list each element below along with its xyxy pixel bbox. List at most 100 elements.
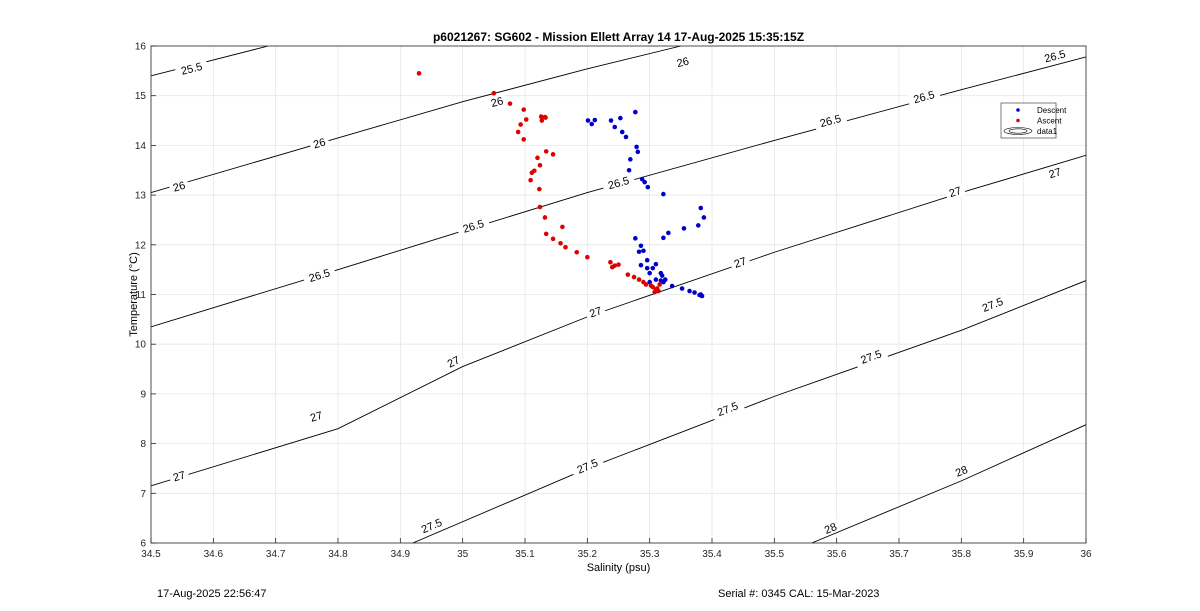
x-tick-label: 35.6	[827, 549, 847, 560]
data-point-ascent	[585, 254, 590, 260]
data-point-descent	[633, 236, 638, 241]
footer-timestamp: 17-Aug-2025 22:56:47	[157, 588, 267, 600]
contour-label: 26.5	[819, 113, 843, 130]
y-tick-label: 6	[140, 539, 146, 550]
data-point-ascent	[523, 117, 529, 122]
data-point-ascent	[537, 162, 543, 168]
contour-label: 27	[446, 354, 462, 370]
contour-label: 27	[948, 185, 963, 200]
data-point-descent	[623, 134, 629, 140]
contour-label-bg	[305, 407, 328, 425]
contour-label-group: 26.5	[456, 215, 491, 237]
contour-label-group: 26	[672, 53, 694, 71]
data-point-descent	[633, 109, 638, 115]
contour-label-bg	[1037, 46, 1072, 66]
data-point-ascent	[563, 244, 568, 250]
x-tick-label: 35.1	[515, 549, 535, 560]
contour-label-group: 25.5	[174, 58, 209, 79]
data-point-descent	[626, 167, 632, 173]
x-tick-label: 35.2	[578, 549, 598, 560]
contour-label-bg	[486, 93, 508, 110]
data-point-ascent	[535, 155, 540, 161]
contour-label: 26	[172, 180, 187, 195]
contour-label: 26	[676, 56, 691, 71]
data-point-descent	[619, 129, 625, 135]
y-tick-label: 14	[135, 141, 147, 152]
contour-label: 27.5	[859, 348, 883, 366]
contour-label-group: 27	[442, 351, 465, 372]
density-contours: 25.5 26 26 26 26 26.5 26.5 26.5 26.5 26.5 26.5 27 27…	[151, 46, 1086, 543]
data-point-ascent	[528, 177, 533, 183]
x-axis-label: Salinity (psu)	[587, 562, 651, 574]
data-point-descent	[681, 226, 687, 231]
data-point-descent	[608, 118, 614, 123]
data-point-ascent	[537, 204, 543, 210]
data-point-descent	[647, 279, 652, 285]
contour-label-bg	[710, 397, 745, 421]
contour-line	[811, 424, 1086, 543]
data-point-ascent	[625, 272, 631, 277]
data-point-ascent	[574, 249, 580, 255]
data-point-descent	[661, 191, 666, 197]
y-tick-label: 8	[140, 439, 146, 450]
x-tick-label: 36	[1080, 549, 1092, 560]
data-point-ascent	[608, 259, 613, 265]
data-point-descent	[618, 115, 623, 121]
contour-label-bg	[853, 345, 889, 368]
data-point-ascent	[560, 224, 565, 230]
contour-label-bg	[950, 461, 973, 481]
y-axis-label: Temperature (°C)	[128, 252, 140, 336]
data-point-descent	[638, 262, 644, 268]
contour-label: 27	[172, 469, 187, 484]
data-point-ascent	[550, 236, 556, 242]
x-tick-label: 35.5	[765, 549, 785, 560]
data-point-ascent	[539, 118, 545, 123]
contour-label-group: 27	[944, 183, 966, 201]
legend-marker-descent	[1016, 108, 1020, 112]
data-point-ascent	[657, 282, 662, 287]
data-point-ascent	[491, 90, 497, 96]
x-tick-label: 34.6	[204, 549, 224, 560]
data-point-descent	[636, 249, 642, 255]
contour-label-bg	[975, 292, 1010, 316]
data-point-descent	[592, 117, 598, 123]
contour-label-group: 26.5	[302, 264, 337, 286]
data-point-ascent	[558, 241, 563, 246]
grid-lines	[150, 45, 1087, 544]
data-point-ascent	[542, 114, 548, 120]
data-point-descent	[653, 261, 659, 267]
contour-label-bg	[729, 253, 751, 271]
contour-line	[151, 154, 1086, 487]
data-point-descent	[647, 270, 652, 276]
data-point-descent	[679, 286, 685, 291]
contour-label-bg	[944, 183, 966, 201]
contour-group: 25.5 26 26 26 26 26.5 26.5 26.5 26.5 26.5 26.5 27 27…	[151, 46, 1086, 543]
y-tick-label: 10	[135, 340, 147, 351]
contour-label-bg	[570, 454, 605, 478]
data-points	[416, 71, 707, 299]
data-point-descent	[692, 290, 697, 295]
contour-label-bg	[174, 58, 209, 79]
legend-marker-ascent	[1016, 118, 1020, 123]
contour-label: 26	[312, 136, 327, 151]
data-point-descent	[589, 121, 594, 127]
data-point-ascent	[521, 137, 527, 142]
contour-label-group: 28	[819, 518, 842, 538]
data-point-descent	[662, 277, 668, 282]
contour-label-bg	[414, 513, 449, 538]
contour-label-group: 27	[584, 303, 607, 321]
contour-label-bg	[819, 518, 842, 538]
contour-label-group: 26.5	[906, 86, 941, 107]
x-tick-label: 35.9	[1014, 549, 1034, 560]
contour-label-group: 27.5	[853, 345, 889, 368]
footer-serial-cal: Serial #: 0345 CAL: 15-Mar-2023	[718, 588, 880, 600]
contour-label: 25.5	[180, 61, 204, 78]
contour-label: 26.5	[607, 175, 631, 192]
contour-line	[151, 46, 681, 194]
contour-label-group: 26	[168, 177, 190, 195]
data-point-descent	[645, 184, 651, 190]
data-point-ascent	[543, 231, 549, 237]
contour-label-group: 27.5	[710, 397, 745, 421]
data-point-ascent	[650, 284, 656, 290]
